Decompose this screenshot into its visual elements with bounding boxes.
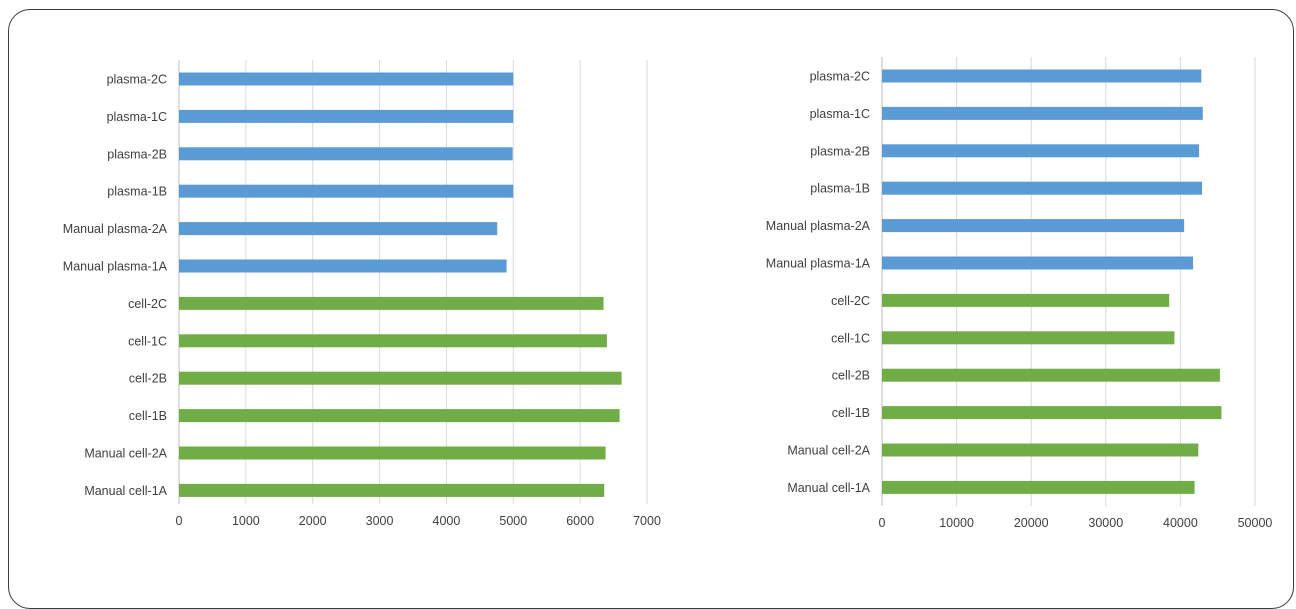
x-tick-label: 0: [879, 516, 886, 530]
bar: [882, 181, 1203, 195]
bar: [179, 109, 514, 123]
category-label: cell-2B: [129, 372, 167, 386]
category-label: Manual plasma-2A: [63, 222, 168, 236]
x-tick-label: 3000: [366, 514, 394, 528]
bar: [179, 222, 498, 236]
bar: [179, 446, 606, 460]
bar: [882, 144, 1200, 158]
category-label: cell-2C: [831, 294, 870, 308]
category-label: Manual cell-2A: [787, 444, 870, 458]
bars: [882, 69, 1222, 494]
bar: [179, 334, 607, 348]
bar: [179, 147, 513, 161]
x-tick-labels: 0 10000 20000 30000 40000 50000: [879, 516, 1273, 530]
right-bar-chart: 0 10000 20000 30000 40000 50000plasma-2Cplasm…: [766, 57, 1273, 530]
category-label: plasma-1B: [810, 182, 870, 196]
x-tick-label: 10000: [939, 516, 974, 530]
category-label: plasma-2C: [810, 70, 870, 84]
bar: [179, 371, 622, 385]
x-tick-label: 1000: [232, 514, 260, 528]
x-tick-label: 2000: [299, 514, 327, 528]
bar: [882, 219, 1185, 233]
category-label: plasma-2B: [810, 144, 870, 158]
category-label: plasma-1C: [810, 107, 870, 121]
x-tick-label: 40000: [1163, 516, 1198, 530]
category-label: cell-1C: [128, 334, 167, 348]
x-tick-label: 0: [176, 514, 183, 528]
bar: [882, 480, 1195, 494]
bar: [179, 72, 514, 86]
category-label: Manual cell-1A: [787, 481, 870, 495]
category-label: cell-2B: [832, 369, 870, 383]
category-label: cell-1C: [831, 331, 870, 345]
bar: [179, 409, 620, 423]
x-tick-label: 5000: [499, 514, 527, 528]
bar: [882, 256, 1194, 270]
x-tick-label: 30000: [1088, 516, 1123, 530]
bar: [882, 106, 1203, 120]
category-label: Manual plasma-2A: [766, 219, 871, 233]
category-label: cell-1B: [832, 406, 870, 420]
category-label: Manual cell-1A: [84, 484, 167, 498]
bar: [179, 296, 604, 310]
x-tick-label: 4000: [433, 514, 461, 528]
x-tick-label: 6000: [566, 514, 594, 528]
category-label: cell-2C: [128, 297, 167, 311]
category-label: cell-1B: [129, 409, 167, 423]
bar: [882, 293, 1170, 307]
bar: [882, 443, 1199, 457]
category-label: plasma-1B: [107, 185, 167, 199]
x-tick-label: 7000: [633, 514, 661, 528]
category-label: plasma-2B: [107, 147, 167, 161]
x-tick-label: 50000: [1238, 516, 1273, 530]
gridlines: [178, 60, 648, 504]
bar: [882, 406, 1222, 420]
category-label: plasma-1C: [107, 110, 167, 124]
x-tick-label: 20000: [1014, 516, 1049, 530]
gridlines: [881, 57, 1256, 506]
category-label: plasma-2C: [107, 73, 167, 87]
category-labels: plasma-2C plasma-1C plasma-2B plasma-1B Manu…: [766, 70, 871, 495]
bar: [179, 259, 507, 273]
bar: [882, 69, 1202, 83]
bars: [179, 72, 622, 497]
category-label: Manual plasma-1A: [63, 260, 168, 274]
category-label: Manual plasma-1A: [766, 257, 871, 271]
bar: [882, 368, 1220, 382]
left-bar-chart: 0 1000 2000 3000 4000 5000 6000 7000plasma-2Cpl…: [63, 60, 661, 528]
x-tick-labels: 0 1000 2000 3000 4000 5000 6000 7000: [176, 514, 661, 528]
category-label: Manual cell-2A: [84, 447, 167, 461]
category-labels: plasma-2C plasma-1C plasma-2B plasma-1B Manu…: [63, 73, 168, 498]
bar: [882, 331, 1175, 345]
bar: [179, 483, 605, 497]
bar: [179, 184, 514, 198]
